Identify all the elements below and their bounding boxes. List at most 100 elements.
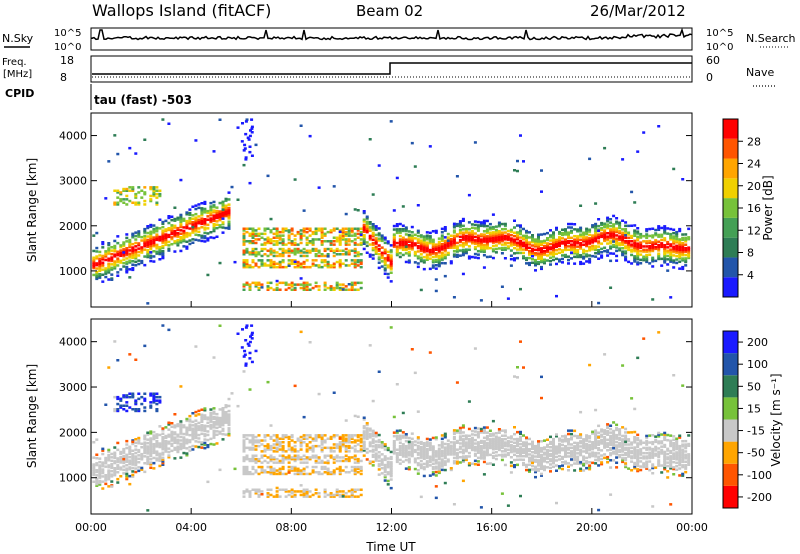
power-cell <box>125 247 129 250</box>
power-cell <box>651 249 655 253</box>
velocity-cell <box>182 439 186 443</box>
velocity-cell <box>227 415 231 418</box>
power-cell <box>290 240 294 243</box>
power-cell <box>437 259 441 263</box>
power-cell <box>308 265 312 269</box>
power-cell <box>263 238 267 241</box>
velocity-cell <box>125 474 129 477</box>
velocity-cell <box>467 444 471 448</box>
power-cell <box>449 234 453 237</box>
power-cell <box>488 238 492 241</box>
velocity-cell <box>383 458 387 462</box>
velocity-cell <box>287 448 291 451</box>
velocity-cell <box>525 436 528 439</box>
power-cell <box>494 244 498 247</box>
velocity-cell <box>576 462 580 465</box>
power-cell <box>284 288 288 291</box>
velocity-cell <box>332 443 336 446</box>
power-cell <box>353 227 357 230</box>
velocity-cell <box>386 483 390 486</box>
power-cell <box>612 237 616 240</box>
velocity-cell <box>179 456 183 459</box>
power-cell <box>332 254 336 258</box>
power-cell <box>678 241 682 245</box>
power-cell <box>185 231 189 235</box>
velocity-cell <box>528 442 531 446</box>
power-cell <box>570 257 573 260</box>
velocity-cell <box>182 443 186 446</box>
power-cell <box>104 255 108 258</box>
power-cell <box>509 228 513 232</box>
power-cell <box>164 219 168 223</box>
velocity-cell <box>137 409 141 413</box>
velocity-cell <box>119 406 123 409</box>
velocity-cell <box>251 448 255 451</box>
velocity-cell <box>137 438 141 442</box>
velocity-cell <box>92 468 96 471</box>
velocity-cell <box>293 467 297 470</box>
velocity-cell <box>488 443 492 446</box>
velocity-cell <box>101 468 105 471</box>
velocity-cell <box>197 426 201 430</box>
power-cell <box>200 210 204 214</box>
velocity-cell <box>398 434 402 438</box>
power-cell <box>200 239 204 243</box>
power-cell <box>636 263 640 266</box>
power-cell <box>257 238 261 241</box>
velocity-cell <box>212 424 216 427</box>
velocity-cell <box>221 419 225 422</box>
power-cell <box>356 288 360 291</box>
velocity-cell <box>519 436 522 439</box>
power-cell <box>371 238 375 241</box>
power-cell <box>588 237 592 240</box>
velocity-cell <box>299 441 303 444</box>
velocity-cell <box>290 465 294 469</box>
power-cell <box>95 270 99 274</box>
power-cell <box>371 231 375 235</box>
power-cell <box>302 262 306 265</box>
power-cell <box>618 223 622 226</box>
power-cell <box>149 225 153 228</box>
power-cell <box>431 243 435 247</box>
velocity-cell <box>497 441 501 445</box>
power-cell <box>470 238 474 242</box>
power-cell <box>401 239 405 243</box>
velocity-cell <box>143 462 147 465</box>
power-cell <box>125 269 129 272</box>
power-cell <box>591 246 595 249</box>
power-cell <box>645 236 649 240</box>
velocity-cell <box>299 493 303 497</box>
power-cell <box>672 249 676 252</box>
power-cell <box>170 243 174 246</box>
power-cell <box>263 229 267 232</box>
velocity-cell <box>404 445 408 448</box>
power-cell <box>549 235 552 239</box>
velocity-cell <box>170 430 174 434</box>
power-cell <box>272 288 276 291</box>
power-cell <box>624 221 628 224</box>
power-cell <box>416 239 420 243</box>
power-cell <box>134 248 138 252</box>
velocity-cell <box>251 488 255 491</box>
velocity-cell <box>567 446 570 450</box>
velocity-cell <box>365 437 369 440</box>
power-cell <box>576 236 580 240</box>
power-cell <box>519 224 522 227</box>
power-cell <box>398 245 402 248</box>
power-cell <box>464 241 468 245</box>
power-cell <box>500 246 504 250</box>
power-cell <box>437 254 441 258</box>
power-cell <box>131 201 135 204</box>
power-cell <box>176 242 180 245</box>
velocity-cell <box>434 496 438 500</box>
velocity-cell <box>116 458 120 462</box>
velocity-cell <box>422 443 426 447</box>
velocity-cell <box>191 436 195 439</box>
velocity-cell <box>305 490 309 493</box>
velocity-cell <box>308 435 312 439</box>
velocity-cell <box>579 436 583 440</box>
power-cell <box>218 212 222 215</box>
power-cell <box>332 229 336 232</box>
velocity-cell <box>567 439 570 443</box>
velocity-cell <box>540 464 543 467</box>
